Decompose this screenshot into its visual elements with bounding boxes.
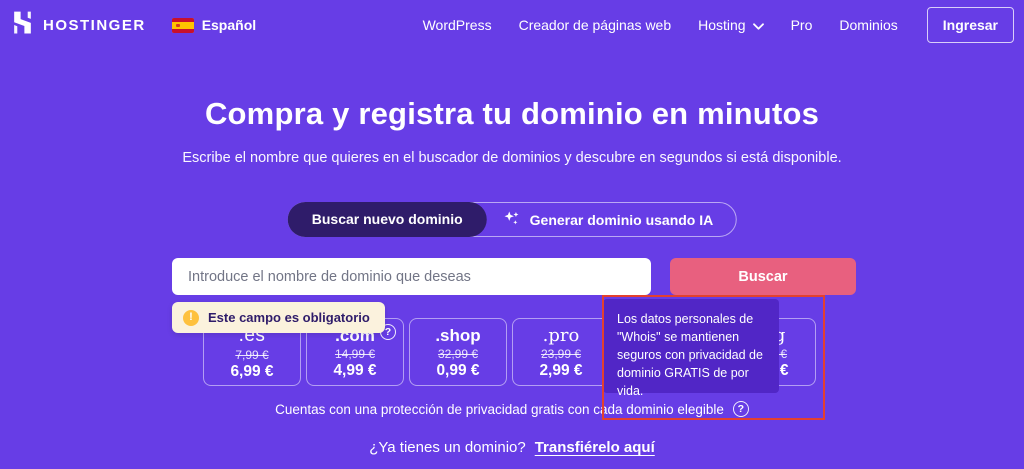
search-mode-toggle: Buscar nuevo dominio Generar dominio usa… [287, 201, 737, 237]
top-navbar: HOSTINGER Español WordPress Creador de p… [0, 0, 1024, 50]
login-button[interactable]: Ingresar [926, 7, 1014, 43]
tld-price: 4,99 € [333, 361, 377, 379]
nav-item-hosting[interactable]: Hosting [698, 17, 764, 33]
tab-search-new-domain[interactable]: Buscar nuevo dominio [287, 201, 487, 237]
chevron-down-icon [752, 17, 764, 33]
hostinger-logo[interactable]: HOSTINGER [10, 10, 146, 40]
transfer-question: ¿Ya tienes un dominio? [369, 439, 526, 456]
whois-privacy-tooltip: Los datos personales de "Whois" se manti… [603, 299, 779, 398]
field-error-tooltip: ! Este campo es obligatorio [172, 302, 385, 333]
page-subtitle: Escribe el nombre que quieres en el busc… [182, 150, 842, 166]
hostinger-h-icon [10, 10, 35, 40]
nav-item-wordpress[interactable]: WordPress [422, 17, 492, 33]
language-label: Español [201, 17, 257, 33]
tld-price: 0,99 € [436, 361, 480, 379]
page-title: Compra y registra tu dominio en minutos [204, 96, 820, 131]
domain-search-input[interactable] [172, 258, 651, 295]
question-icon[interactable] [732, 401, 749, 417]
nav-item-domains[interactable]: Dominios [839, 17, 898, 33]
tld-card-pro[interactable]: .pro 23,99 € 2,99 € [512, 318, 610, 386]
transfer-row: ¿Ya tienes un dominio? Transfiérelo aquí [0, 439, 1024, 456]
transfer-link[interactable]: Transfiérelo aquí [534, 439, 655, 456]
nav-item-pro[interactable]: Pro [790, 17, 813, 33]
privacy-note-row: Cuentas con una protección de privacidad… [0, 401, 1024, 417]
tld-price: 6,99 € [230, 362, 274, 380]
nav-item-hosting-label: Hosting [698, 17, 746, 33]
tld-name: .pro [542, 324, 580, 346]
ai-sparkles-icon [503, 209, 521, 230]
tld-old-price: 7,99 € [235, 347, 269, 362]
brand-name: HOSTINGER [43, 16, 146, 34]
tld-card-shop[interactable]: .shop 32,99 € 0,99 € [409, 318, 507, 386]
nav-menu: WordPress Creador de páginas web Hosting… [423, 7, 1014, 43]
language-selector[interactable]: Español [171, 17, 257, 33]
spain-flag-icon [171, 17, 194, 33]
field-error-text: Este campo es obligatorio [208, 310, 370, 325]
search-button[interactable]: Buscar [670, 258, 856, 295]
tld-old-price: 23,99 € [540, 347, 582, 362]
tld-old-price: 14,99 € [334, 346, 376, 361]
tld-old-price: 32,99 € [437, 346, 479, 361]
warning-icon: ! [183, 309, 199, 326]
tab-generate-ai-domain[interactable]: Generar dominio usando IA [487, 209, 736, 230]
tab-generate-ai-label: Generar dominio usando IA [529, 211, 714, 228]
tld-name: .shop [435, 326, 481, 346]
privacy-note-text: Cuentas con una protección de privacidad… [275, 401, 724, 417]
nav-item-website-builder[interactable]: Creador de páginas web [518, 17, 672, 33]
tld-price: 2,99 € [539, 362, 583, 380]
